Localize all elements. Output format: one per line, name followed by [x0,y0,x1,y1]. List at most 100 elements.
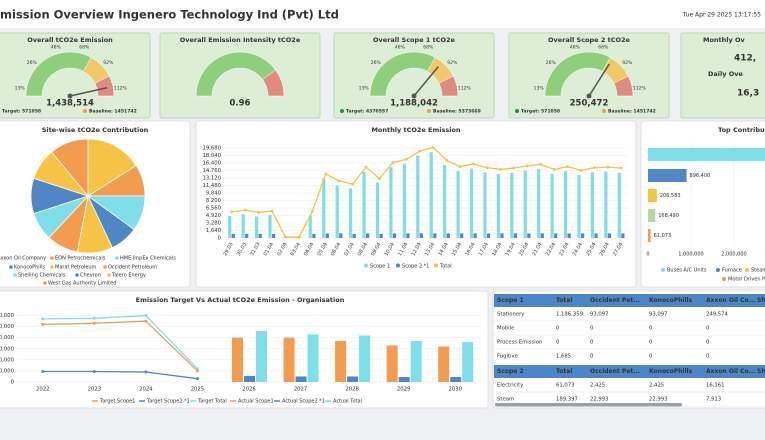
legend-swatch [716,268,720,272]
line-point [418,149,422,153]
table-cell: 0 [649,354,653,360]
bar [283,337,295,382]
table-cell: Mobile [497,326,514,332]
gauge-tick-label: 46% [51,45,62,51]
table-cell: 0 [590,326,594,332]
bar [359,335,371,382]
bar [308,215,312,238]
bar [312,233,316,238]
bar [590,172,595,238]
table-header-cell: Axxon Oil Co... [706,297,756,304]
y-tick-label: 1,000,000 [0,368,15,374]
line-point [324,172,328,176]
x-tick-label: 2027 [294,387,307,393]
bar [335,185,339,238]
legend-swatch [396,263,400,268]
table-cell: Stationery [497,312,524,318]
y-tick-label: 9,840 [206,191,222,197]
bar [362,171,366,238]
legend-label: Actual Total [333,399,362,405]
bar [254,216,259,238]
y-tick-label: 3,000,000 [0,346,15,352]
y-tick-label: 18,040 [202,153,221,159]
gauge-target: Target: 4370557 [346,109,388,115]
bar [648,189,657,202]
table-header-cell: Total [556,297,572,304]
bar [563,171,568,238]
legend-swatch [434,263,438,268]
line-point [92,369,96,373]
gauge-needle [588,63,610,97]
bar [604,171,608,238]
bar [410,341,422,382]
page-title: mission Overview Ingenero Technology Ind… [0,8,339,22]
table-header-cell: KonocoPhills [649,368,693,375]
gauge-baseline: Baseline: 1451742 [608,109,656,115]
line-point [445,158,449,162]
legend-label: Motor Driven Pum [728,277,765,283]
x-tick-label: 2026 [242,387,256,393]
y-tick-label: 2,000,000 [0,357,15,363]
bar [648,148,765,161]
legend-swatch [745,268,749,272]
header-bar [0,0,765,28]
y-tick-label: 6,000,000 [0,313,15,319]
legend-label: Marat Petroleum [55,265,97,271]
x-tick-label: 2028 [345,387,359,393]
table-cell: 0 [649,340,653,346]
bar [460,233,464,238]
legend-label: Target Scope1 [99,399,135,405]
y-tick-label: 6,560 [206,206,222,212]
gauge-value: 1,438,514 [46,99,94,109]
legend-dot [9,265,13,269]
y-tick-label: 4,000,000 [0,335,15,341]
table-cell: 0 [556,340,560,346]
table-header-cell: Occident Pet... [590,297,640,304]
legend-dot [50,256,54,260]
table-cell: 0 [590,354,594,360]
bar [379,233,383,238]
card [159,32,321,119]
bar [486,233,491,238]
chart-title: Emission Target Vs Actual tCO2e Emission… [136,296,345,304]
target-dot [515,109,519,113]
gauge-tick-label: 92% [622,60,633,66]
bar [594,233,598,238]
gauge-title: Overall Emission Intensity tCO2e [180,36,301,44]
gauge-title: Overall Scope 1 tCO2e [373,36,456,44]
gauge-tick-label: 68% [598,45,609,51]
table-cell: Steam [497,397,514,403]
table-cell: 61,073 [556,383,575,389]
card [492,290,765,409]
y-tick-label: 3,280 [206,221,222,227]
table-cell: 22,993 [590,397,609,403]
gauge-hub [586,93,592,99]
bar [419,233,423,238]
date: Tue Apr 29 2025 13:17:55 [682,12,761,19]
x-tick-label: 2022 [36,387,49,393]
table-header-cell: Total [556,368,572,375]
gauge-tick-label: 13% [534,86,545,92]
legend-swatch [722,277,726,281]
table-cell: 0 [556,326,560,332]
bar [295,376,307,382]
baseline-dot [427,109,431,113]
gauge-target: Target: 571058 [2,109,41,115]
gauge-hub [67,93,73,99]
line-point [552,168,556,171]
bar [232,337,243,382]
gauge-tick-label: 46% [570,45,581,51]
bar [510,172,514,238]
line-point [243,208,247,212]
gauge-tick-label: 46% [395,45,406,51]
bar [392,233,397,238]
chart-title: Top Contributo [718,126,765,134]
gauge-tick-label: 112% [633,86,647,92]
line-point [41,317,45,321]
card [508,32,670,119]
legend-label: Steam [751,268,765,274]
table-cell: 0 [706,340,710,346]
line-point [498,168,502,171]
